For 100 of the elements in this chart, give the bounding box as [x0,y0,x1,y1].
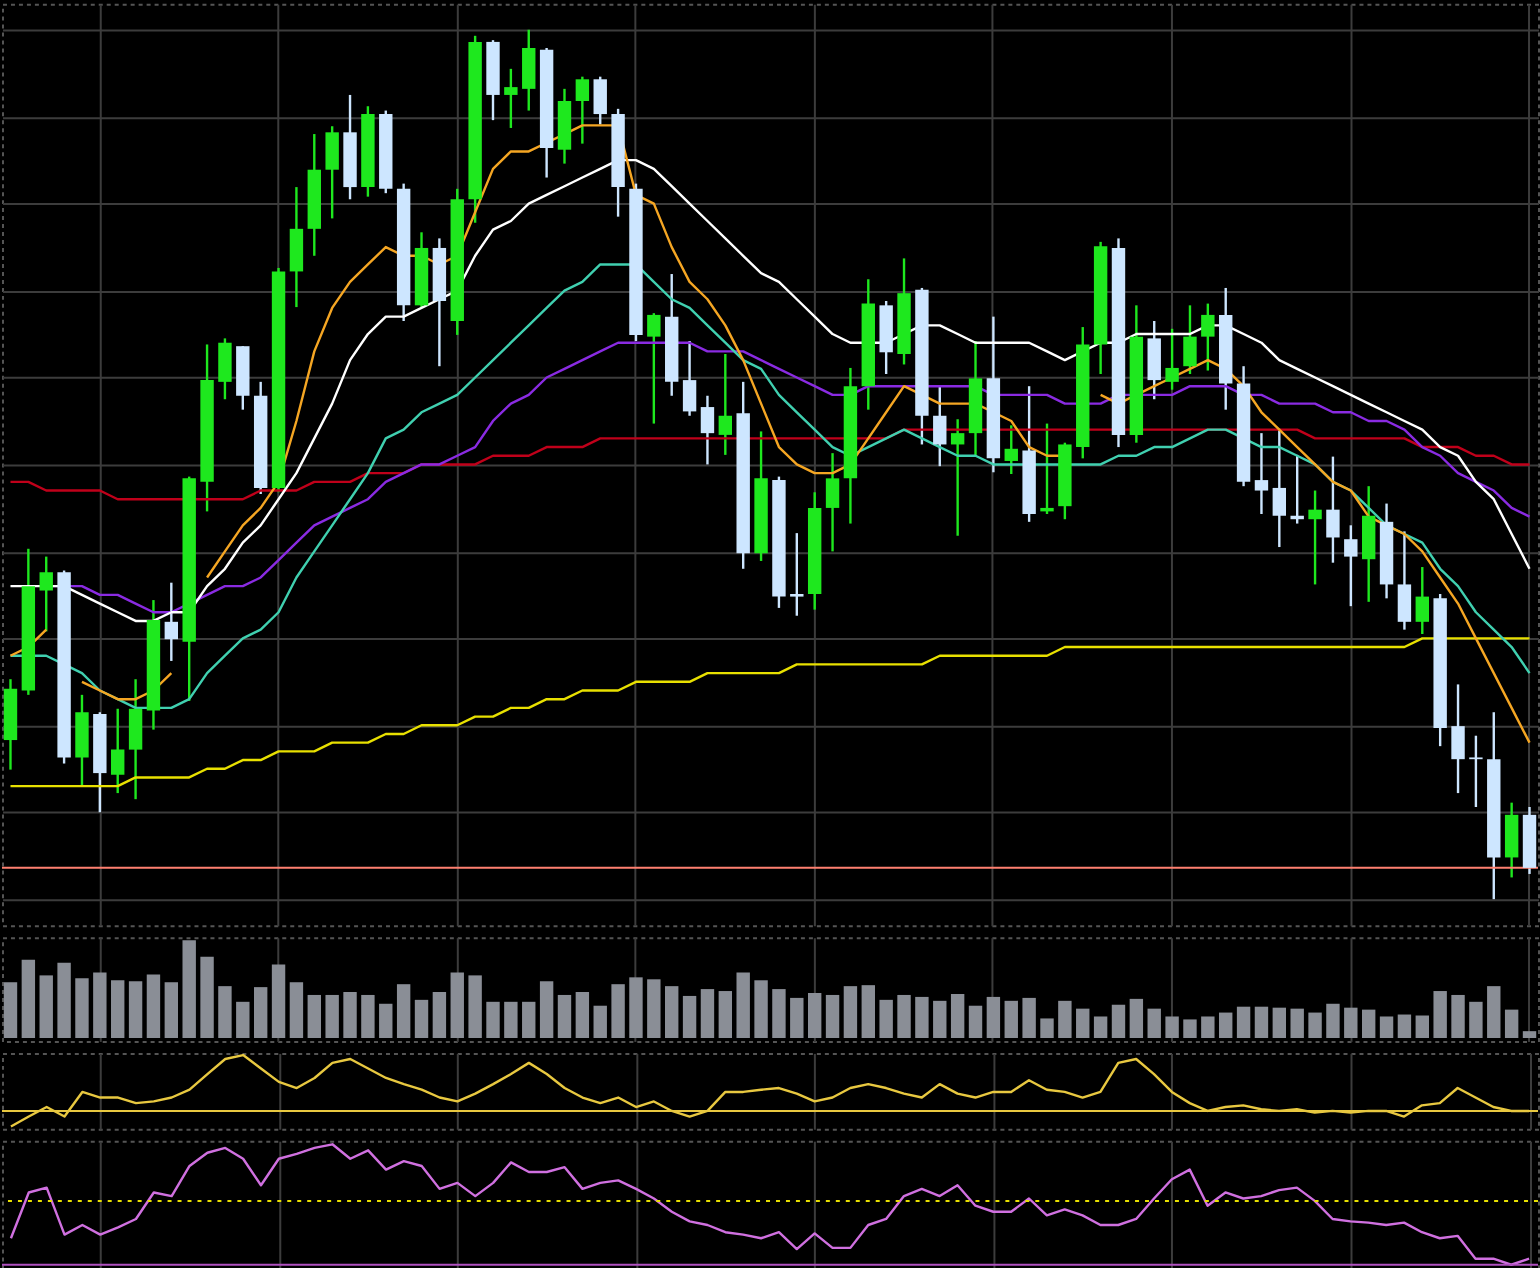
candlestick [1254,431,1269,516]
bar [861,985,875,1039]
bar [414,999,429,1039]
bar [968,1005,983,1039]
bar [950,993,965,1039]
bar [700,989,715,1039]
candlestick [879,299,893,376]
bar [1022,997,1036,1039]
bar [39,975,53,1039]
bar [361,994,375,1039]
bar [986,996,1001,1039]
candlestick [933,385,947,468]
bar [879,999,893,1039]
candlestick [825,451,840,553]
bar [1272,1007,1287,1039]
bar [557,994,572,1039]
candlestick [1397,530,1412,631]
bar [772,989,786,1039]
candlestick [1469,734,1483,809]
bar [1076,1008,1090,1039]
bar [1236,1006,1251,1039]
bar [93,972,107,1039]
bar [182,940,196,1039]
bar [665,986,679,1039]
bar [218,986,232,1039]
bar [843,986,858,1039]
bar [575,992,590,1039]
candlestick [1326,455,1340,564]
candlestick [1147,319,1161,401]
bar [682,995,697,1039]
candlestick [504,67,518,130]
bar [1451,994,1465,1039]
bar [236,1001,250,1039]
bar [21,959,36,1039]
bar [718,991,733,1039]
candlestick [1451,683,1465,795]
bar [396,984,411,1039]
bar [504,1001,518,1039]
bar [1504,1009,1519,1039]
bar [539,981,554,1039]
candlestick [39,555,53,633]
bar [1522,1031,1537,1039]
bar [1040,1018,1054,1039]
bar [57,962,71,1039]
bar [307,994,321,1039]
bar [1147,1008,1161,1039]
bar [825,994,840,1039]
bar [807,993,822,1039]
candlestick [1272,427,1287,549]
bar [790,997,804,1039]
bar [468,975,482,1039]
bar [1165,1016,1179,1039]
candlestick [1165,327,1179,391]
candlestick [593,75,607,126]
bar [1433,991,1447,1039]
candlestick [1361,484,1376,604]
bar [1219,1012,1233,1039]
candlestick [522,28,536,112]
candlestick [1201,302,1215,372]
candlestick [75,693,89,789]
bar [1093,1016,1108,1039]
bar [289,982,304,1039]
bar [164,982,179,1039]
candlestick [790,531,804,617]
bar [736,972,750,1039]
bar [200,956,214,1039]
candlestick [1415,565,1429,636]
bar [271,964,286,1039]
candlestick [289,185,304,309]
bar [3,982,18,1039]
bar [253,987,268,1039]
bar [325,994,339,1039]
bar [75,978,89,1039]
candlestick [1308,489,1322,586]
bar [432,992,447,1039]
bar [647,979,661,1039]
bar [933,1000,947,1039]
bar [1201,1016,1215,1039]
candlestick [1183,304,1197,376]
candlestick [1344,524,1358,608]
candlestick [700,394,715,466]
bar [1058,1000,1072,1039]
bar [1004,1000,1018,1039]
bar [486,1001,500,1039]
bar [915,996,929,1039]
bar [754,980,768,1039]
bar [1487,986,1501,1039]
bar [379,1003,393,1039]
bar [897,994,911,1039]
bar [1397,1014,1412,1039]
bar [1290,1008,1304,1039]
candlestick [1504,801,1519,879]
candlestick [128,678,143,801]
bar [343,992,357,1039]
bar [1344,1007,1358,1039]
bar [611,984,625,1039]
bar [1254,1006,1269,1039]
bar [1111,1004,1126,1039]
bar [522,1001,536,1039]
bar [146,974,161,1039]
